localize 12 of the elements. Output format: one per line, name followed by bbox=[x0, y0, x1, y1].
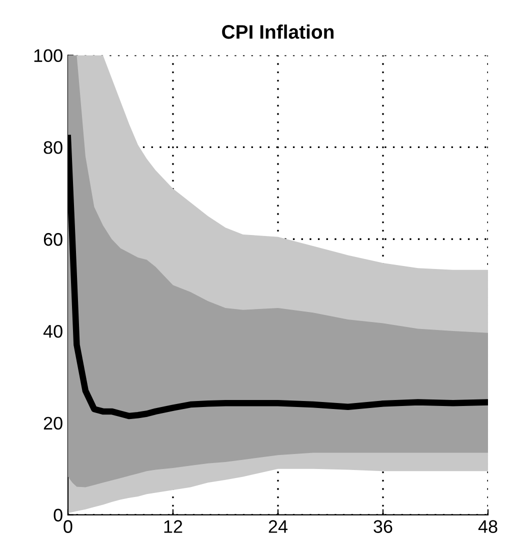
x-tick-label: 48 bbox=[478, 520, 498, 533]
y-tick-label: 20 bbox=[44, 416, 62, 430]
x-tick-label: 12 bbox=[164, 520, 182, 533]
y-tick-label: 100 bbox=[34, 49, 62, 62]
x-tick-label: 36 bbox=[374, 520, 392, 533]
y-tick-label: 60 bbox=[44, 233, 62, 246]
chart-title: CPI Inflation bbox=[222, 24, 334, 39]
y-tick-label: 80 bbox=[44, 141, 62, 154]
x-tick-label: 24 bbox=[268, 520, 288, 533]
x-tick-label: 0 bbox=[64, 520, 72, 533]
y-tick-label: 0 bbox=[54, 508, 62, 522]
y-tick-label: 40 bbox=[43, 324, 62, 338]
